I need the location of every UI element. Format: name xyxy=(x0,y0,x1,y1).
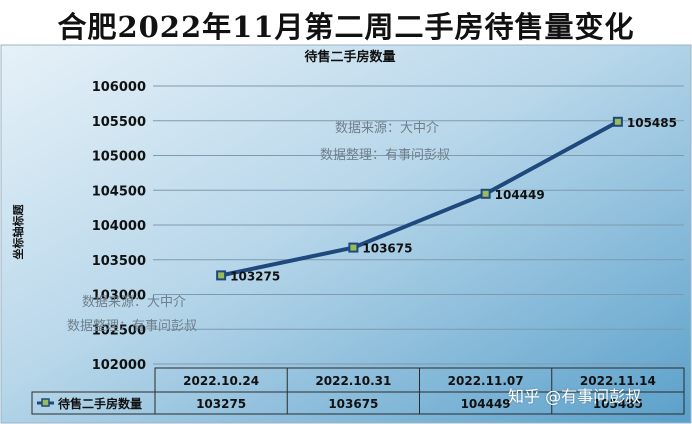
data-label: 104449 xyxy=(495,188,545,202)
data-point xyxy=(348,242,359,253)
watermark-line: 数据整理：有事问彭叔 xyxy=(320,148,450,163)
y-tick-label: 102000 xyxy=(92,358,146,373)
x-category-label: 2022.11.14 xyxy=(580,374,656,388)
x-category-label: 2022.10.24 xyxy=(183,374,259,388)
y-tick-label: 105500 xyxy=(92,115,146,130)
legend-marker-key xyxy=(41,398,50,407)
series-line xyxy=(219,119,620,278)
zhihu-watermark: 知乎 @有事问彭叔 xyxy=(508,387,642,406)
y-tick-label: 105000 xyxy=(92,150,146,165)
chart-title: 待售二手房数量 xyxy=(303,49,395,65)
y-tick-label: 102500 xyxy=(92,323,146,338)
chart-area xyxy=(0,44,692,424)
y-tick-label: 106000 xyxy=(92,80,146,95)
data-label: 105485 xyxy=(627,116,677,130)
data-label: 103675 xyxy=(362,242,412,256)
banner: 合肥2022年11月第二周二手房待售量变化 xyxy=(0,0,692,44)
y-axis-title: 坐标轴标题 xyxy=(11,204,25,260)
y-tick-label: 103000 xyxy=(92,289,146,304)
y-tick-label: 103500 xyxy=(92,254,146,269)
data-table: 2022.10.24 2022.10.31 2022.11.07 2022.11.14… xyxy=(31,367,685,415)
data-point xyxy=(480,188,491,199)
data-point xyxy=(612,116,623,127)
grid-lines xyxy=(153,85,684,365)
table-legend-cell xyxy=(31,391,156,415)
watermark-line: 数据来源：大中介 xyxy=(335,121,439,136)
watermark-line: 数据整理：有事问彭叔 xyxy=(67,319,197,334)
legend-series-name: 待售二手房数量 xyxy=(58,396,142,411)
y-tick-label: 104500 xyxy=(92,184,146,199)
banner-title: 合肥2022年11月第二周二手房待售量变化 xyxy=(57,10,635,44)
table-value: 103275 xyxy=(196,397,246,411)
table-value: 103675 xyxy=(328,397,378,411)
data-label: 103275 xyxy=(230,269,280,283)
series-line-group: 103275 103675 104449 105485 xyxy=(216,116,677,283)
table-value: 105485 xyxy=(593,397,643,411)
y-tick-labels: 102000 102500 103000 103500 104000 104500 1050… xyxy=(92,80,146,373)
x-category-label: 2022.10.31 xyxy=(315,374,391,388)
chart: 待售二手房数量 坐标轴标题 10200010250010300010350010… xyxy=(0,44,692,424)
watermark-line: 数据来源：大中介 xyxy=(82,295,186,310)
y-tick-label: 104000 xyxy=(92,219,146,234)
table-value: 104449 xyxy=(461,397,511,411)
data-point xyxy=(216,270,227,281)
watermark: 数据来源：大中介 数据整理：有事问彭叔 数据来源：大中介 数据整理：有事问彭叔 xyxy=(67,121,450,334)
x-category-label: 2022.11.07 xyxy=(448,374,524,388)
